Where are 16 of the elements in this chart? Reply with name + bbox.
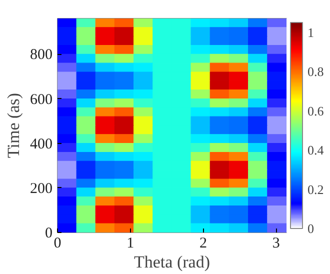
y-tick-label: 0 (45, 226, 52, 242)
color-bar-label: 0.8 (308, 64, 324, 80)
color-bar-label: 0.4 (308, 142, 324, 158)
color-bar-label: 0.6 (308, 103, 324, 118)
x-tick-label: 3 (272, 236, 280, 252)
x-tick-label: 2 (200, 236, 208, 252)
y-axis-title: Time (as) (4, 92, 23, 158)
y-tick-label: 600 (30, 92, 52, 108)
color-bar-label: 0.2 (308, 182, 324, 197)
color-bar-label: 0 (308, 221, 314, 236)
color-bar-label: 1 (308, 24, 314, 40)
x-tick-label: 1 (126, 236, 134, 252)
y-tick-label: 800 (30, 47, 52, 64)
y-tick-label: 200 (30, 180, 52, 197)
x-axis-title: Theta (rad) (134, 252, 210, 272)
y-tick-label: 400 (30, 136, 52, 152)
